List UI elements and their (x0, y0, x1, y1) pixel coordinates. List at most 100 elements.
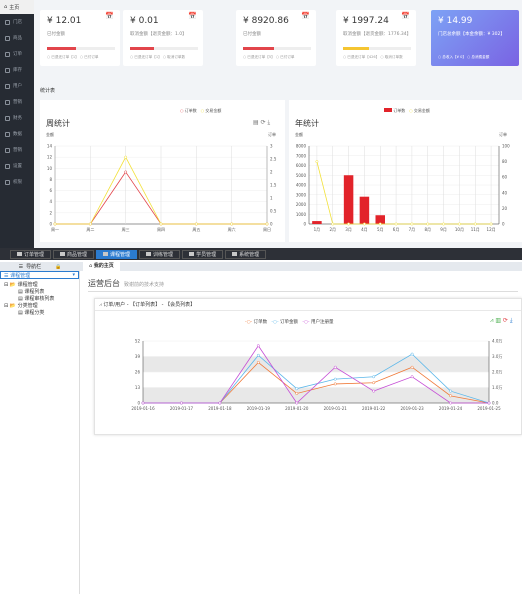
y-left-tick: 5000 (296, 173, 307, 178)
x-tick: 2019-01-19 (247, 406, 271, 411)
data-point (141, 401, 145, 405)
y-left-tick: 2 (49, 210, 52, 215)
data-point (410, 365, 414, 369)
topnav-tab[interactable]: 商品管理 (53, 249, 95, 259)
data-point (88, 222, 92, 226)
card-legend: ○ 已退还订单【1】 ○ 已付订单 (47, 55, 99, 59)
tree-item[interactable]: ▤ 课程列表 (4, 289, 79, 296)
module-select[interactable]: ☰ 课程管理 ▾ (0, 271, 79, 279)
y-left-tick: 0 (49, 222, 52, 227)
topnav-tab[interactable]: 系统管理 (225, 249, 267, 259)
sidebar-item[interactable]: 营销 (0, 94, 34, 110)
data-point (53, 222, 57, 226)
topnav-tab-label: 学员管理 (196, 251, 217, 258)
data-point (449, 394, 453, 398)
sidebar-item[interactable]: 库存 (0, 62, 34, 78)
bar (359, 196, 370, 224)
sidebar: ⌂ 主页 门店 商品 订单 库存 用户 营销 财务 数据 营销 设置 权限 (0, 0, 34, 248)
data-point (218, 401, 222, 405)
data-point (473, 222, 477, 226)
y-left-tick: 2000 (296, 202, 307, 207)
sidebar-item[interactable]: 订单 (0, 46, 34, 62)
topnav-tab-label: 训练管理 (153, 251, 174, 258)
sidebar-item[interactable]: 商品 (0, 30, 34, 46)
bar-chart-icon[interactable]: ▥ (495, 317, 501, 324)
refresh-icon[interactable]: ⟳ (502, 317, 508, 324)
weekly-title: 周统计 (46, 119, 70, 128)
y-right-tick: 0 (502, 222, 505, 227)
folder-icon: ⊟ 📂 (4, 282, 18, 288)
y-right-tick: 20 (502, 206, 508, 211)
data-point (230, 222, 234, 226)
home-icon: ⌂ (4, 4, 8, 10)
tab-home[interactable]: ⌂ 我的主页 (83, 262, 120, 271)
sidebar-item[interactable]: 权限 (0, 174, 34, 190)
card-subtitle: 已付金额 (243, 32, 261, 37)
x-tick: 2019-01-21 (324, 406, 348, 411)
grid-band (143, 387, 489, 403)
grid-band (143, 356, 489, 372)
card-progress-fill (47, 47, 76, 50)
sidebar-item[interactable]: 营销 (0, 142, 34, 158)
sidebar-item[interactable]: 数据 (0, 126, 34, 142)
module-icon (103, 252, 109, 256)
download-icon[interactable]: ⤓ (267, 119, 271, 126)
y-right-label: 订单 (268, 131, 276, 137)
data-point (457, 222, 461, 226)
y-left-tick: 8000 (296, 144, 307, 149)
card-progress (343, 47, 411, 50)
card-progress-fill (243, 47, 274, 50)
x-tick: 2019-01-20 (285, 406, 309, 411)
topnav-tab[interactable]: 学员管理 (182, 249, 224, 259)
tree-group[interactable]: ⊟ 📂 分类管理 (4, 303, 79, 310)
y-left-tick: 12 (47, 155, 53, 160)
y-right-tick: 4.0万 (492, 339, 502, 344)
calendar-icon: 📅 (188, 12, 197, 20)
sidebar-home[interactable]: ⌂ 主页 (0, 0, 34, 14)
y-left-tick: 4000 (296, 183, 307, 188)
refresh-icon[interactable]: ⟳ (260, 119, 266, 126)
data-point (347, 222, 351, 226)
card-progress-fill (343, 47, 369, 50)
x-tick: 周一 (51, 226, 59, 232)
tree-item[interactable]: ▤ 课程审核列表 (4, 296, 79, 303)
data-point (295, 387, 299, 391)
download-icon[interactable]: ⤓ (509, 317, 513, 324)
yearly-chart: 金额 订单 0 1000 2000 3000 4000 5000 6000 7000 8000 0 20… (295, 131, 510, 232)
data-point (256, 353, 260, 357)
card-legend: ○ 已退还订单【1】 ○ 取消订单数 (130, 55, 186, 59)
topnav-tab[interactable]: 课程管理 (96, 249, 138, 259)
y-left-tick: 7000 (296, 153, 307, 158)
sidebar-item[interactable]: 门店 (0, 14, 34, 30)
lock-icon[interactable]: 🔒 (55, 263, 62, 270)
data-point (378, 222, 382, 226)
tree-group-label: 分类管理 (17, 303, 38, 309)
sidebar-item[interactable]: 财务 (0, 110, 34, 126)
doc-icon[interactable]: ▤ (253, 119, 259, 126)
x-tick: 周二 (86, 226, 94, 232)
y-right-tick: 2.5 (270, 157, 277, 162)
x-tick: 8月 (424, 227, 431, 232)
series-line (316, 161, 492, 225)
sidebar-item-label: 门店 (13, 20, 22, 25)
summary-card: ¥ 0.01 📅 取消金额【退货金额：1.0】 ○ 已退还订单【1】 ○ 取消订单数 (123, 10, 203, 66)
menu-item-icon (5, 99, 10, 105)
y-right-tick: 2 (270, 170, 273, 175)
tree-group[interactable]: ⊟ 📂 课程管理 (4, 282, 79, 289)
tree-item-label: 课程审核列表 (24, 296, 55, 302)
nav-header: ☰ 导航栏 🔒 (0, 262, 80, 271)
data-point (426, 222, 430, 226)
sidebar-item[interactable]: 用户 (0, 78, 34, 94)
tree-item[interactable]: ▤ 课程分类 (4, 310, 79, 317)
card-progress (130, 47, 198, 50)
nav-tree: ⊟ 📂 课程管理 ▤ 课程列表 ▤ 课程审核列表 ⊟ 📂 分类管理 ▤ 课程分类 (0, 282, 79, 317)
data-point (124, 170, 128, 174)
sidebar-item[interactable]: 设置 (0, 158, 34, 174)
topnav-tab[interactable]: 订单管理 (10, 249, 52, 259)
weekly-chart: 金额 订单 0 2 4 6 8 10 12 14 0 0.5 1 1.5 2 2.5 3 周一 周二 周三 周四 周五 周六… (46, 131, 277, 232)
menu-item-icon (5, 163, 10, 169)
x-tick: 1月 (314, 227, 321, 232)
topnav-tab[interactable]: 训练管理 (139, 249, 181, 259)
data-point (442, 222, 446, 226)
line-chart-icon[interactable]: ⩘ (490, 317, 494, 324)
